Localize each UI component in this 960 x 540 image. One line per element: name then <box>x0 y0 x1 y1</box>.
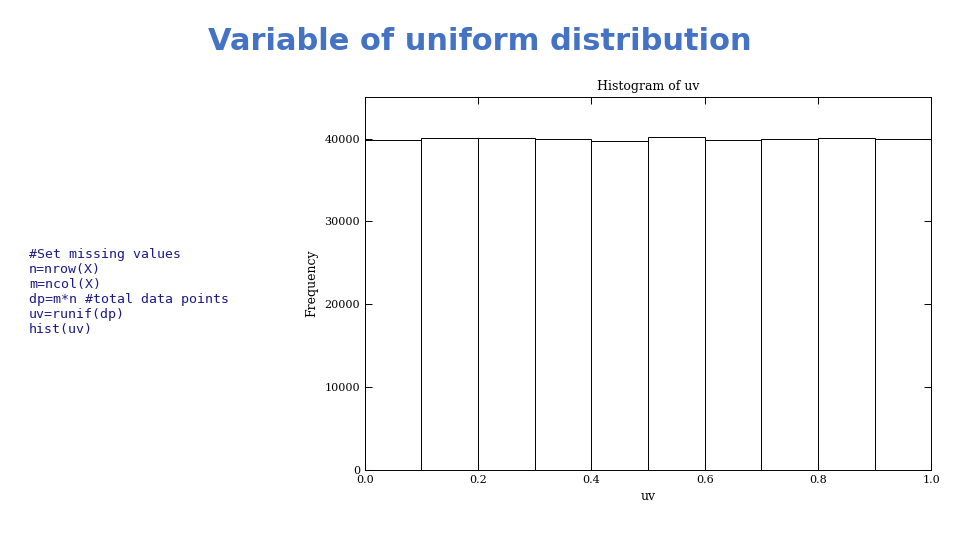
Bar <box>648 137 705 470</box>
Bar <box>818 138 875 470</box>
Text: #Set missing values
n=nrow(X)
m=ncol(X)
dp=m*n #total data points
uv=runif(dp)
h: #Set missing values n=nrow(X) m=ncol(X) … <box>29 248 228 335</box>
Bar <box>705 140 761 470</box>
Bar <box>421 138 478 470</box>
Text: Variable of uniform distribution: Variable of uniform distribution <box>208 27 752 56</box>
Bar <box>478 138 535 470</box>
X-axis label: uv: uv <box>640 490 656 503</box>
Bar <box>535 139 591 470</box>
Bar <box>591 141 648 470</box>
Bar <box>365 140 421 470</box>
Title: Histogram of uv: Histogram of uv <box>597 80 699 93</box>
Bar <box>761 139 818 470</box>
Bar <box>875 139 931 470</box>
Y-axis label: Frequency: Frequency <box>305 249 319 318</box>
